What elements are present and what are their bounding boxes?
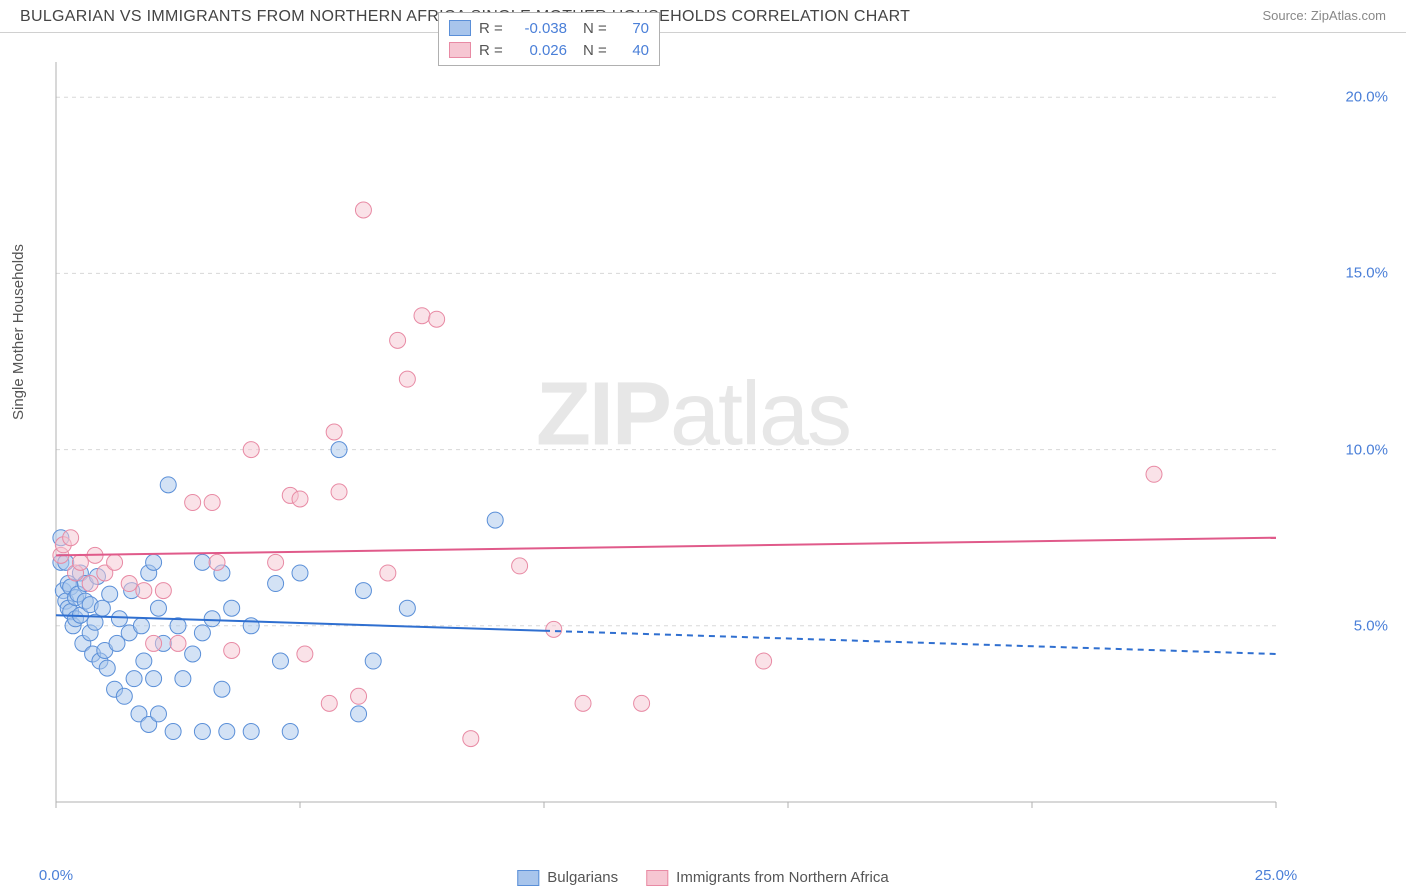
n-label: N = [583,20,611,37]
y-tick-label: 15.0% [1345,265,1388,282]
x-tick-label: 25.0% [1255,867,1298,884]
bottom-legend-item-0: Bulgarians [517,869,618,886]
stats-legend: R = -0.038 N = 70 R = 0.026 N = 40 [438,12,660,66]
swatch-bottom-1 [646,870,668,886]
legend-row-series-0: R = -0.038 N = 70 [449,17,649,39]
chart-header: BULGARIAN VS IMMIGRANTS FROM NORTHERN AF… [0,0,1406,33]
scatter-plot [50,46,1336,832]
y-tick-label: 5.0% [1354,617,1388,634]
y-tick-label: 10.0% [1345,441,1388,458]
n-value-1: 40 [619,42,649,59]
bottom-legend-label-1: Immigrants from Northern Africa [676,869,889,886]
r-value-0: -0.038 [515,20,567,37]
bottom-legend: Bulgarians Immigrants from Northern Afri… [517,869,888,886]
y-axis-label: Single Mother Households [10,244,27,420]
r-label: R = [479,42,507,59]
y-tick-label: 20.0% [1345,89,1388,106]
bottom-legend-item-1: Immigrants from Northern Africa [646,869,889,886]
swatch-bottom-0 [517,870,539,886]
n-value-0: 70 [619,20,649,37]
swatch-series-0 [449,20,471,36]
swatch-series-1 [449,42,471,58]
chart-source: Source: ZipAtlas.com [1262,8,1386,23]
r-value-1: 0.026 [515,42,567,59]
bottom-legend-label-0: Bulgarians [547,869,618,886]
x-tick-label: 0.0% [39,867,73,884]
legend-row-series-1: R = 0.026 N = 40 [449,39,649,61]
chart-area: ZIPatlas [50,46,1336,832]
r-label: R = [479,20,507,37]
n-label: N = [583,42,611,59]
